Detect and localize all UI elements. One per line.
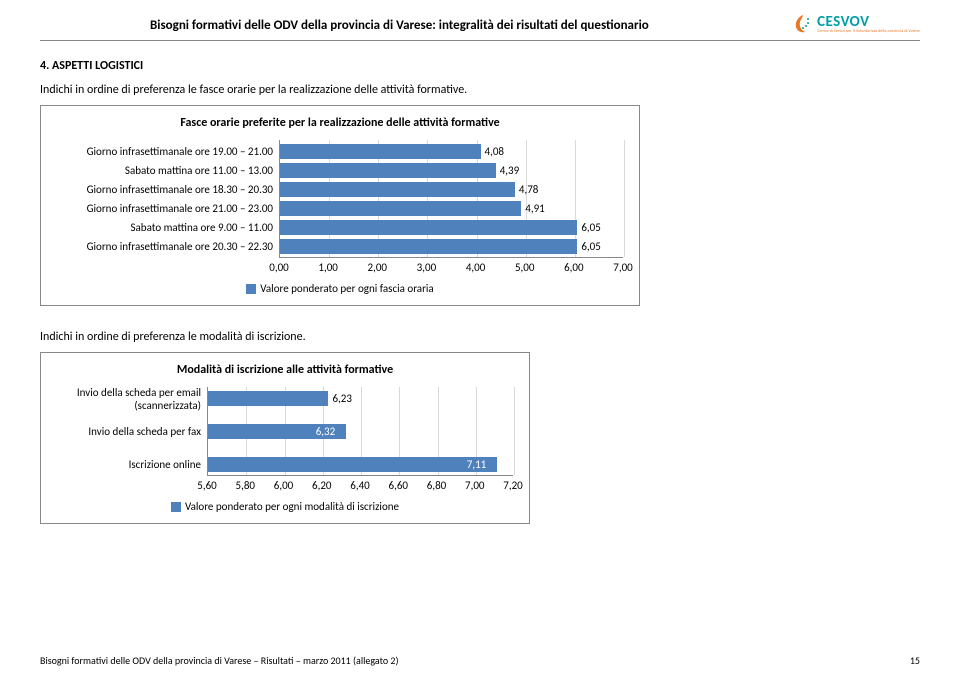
bar (208, 457, 497, 472)
cesvov-icon (793, 14, 813, 34)
x-tick-label: 4,00 (466, 261, 485, 274)
chart1-title: Fasce orarie preferite per la realizzazi… (49, 116, 631, 130)
category-label: Giorno infrasettimanale ore 21.00 – 23.0… (51, 202, 273, 215)
footer-page: 15 (910, 654, 920, 667)
bar-value-label: 6,05 (581, 240, 600, 253)
legend-swatch-icon (171, 502, 181, 512)
chart1-legend: Valore ponderato per ogni fascia oraria (49, 282, 631, 295)
x-tick-label: 2,00 (368, 261, 387, 274)
x-tick-label: 5,00 (515, 261, 534, 274)
para2: Indichi in ordine di preferenza le modal… (40, 330, 920, 344)
category-label: Iscrizione online (51, 458, 201, 471)
chart2-legend-text: Valore ponderato per ogni modalità di is… (185, 500, 399, 513)
bar (280, 201, 521, 216)
bar-value-label: 6,05 (581, 221, 600, 234)
bar-value-label: 7,11 (467, 458, 486, 471)
intro-text: Indichi in ordine di preferenza le fasce… (40, 83, 920, 97)
category-label: Giorno infrasettimanale ore 20.30 – 22.3… (51, 240, 273, 253)
chart2-container: Modalità di iscrizione alle attività for… (40, 352, 530, 524)
bar (280, 163, 496, 178)
header-divider (40, 40, 920, 41)
x-tick-label: 5,60 (197, 479, 216, 492)
x-tick-label: 0,00 (269, 261, 288, 274)
x-tick-label: 6,40 (350, 479, 369, 492)
chart1-container: Fasce orarie preferite per la realizzazi… (40, 105, 640, 306)
bar-value-label: 6,23 (332, 392, 351, 405)
chart2-plot: 6,23 6,32 7,11 5,60 5,80 6,00 6,20 6,40 6,60 6,80… (49, 387, 521, 494)
bar-value-label: 6,32 (316, 425, 335, 438)
bar-value-label: 4,91 (525, 202, 544, 215)
gridline (514, 387, 515, 475)
logo-name: CESVOV (817, 15, 920, 30)
bar (208, 391, 328, 406)
bar-value-label: 4,39 (500, 164, 519, 177)
category-label: Giorno infrasettimanale ore 19.00 – 21.0… (51, 145, 273, 158)
bar (280, 144, 481, 159)
x-tick-label: 6,60 (389, 479, 408, 492)
category-label: Invio della scheda per fax (51, 425, 201, 438)
category-label: Sabato mattina ore 11.00 – 13.00 (51, 164, 273, 177)
category-label: Sabato mattina ore 9.00 – 11.00 (51, 221, 273, 234)
x-tick-label: 6,00 (564, 261, 583, 274)
chart2-legend: Valore ponderato per ogni modalità di is… (49, 500, 521, 513)
bar (280, 182, 515, 197)
x-tick-label: 6,20 (312, 479, 331, 492)
legend-swatch-icon (246, 284, 256, 294)
gridline (624, 140, 625, 257)
x-tick-label: 7,20 (503, 479, 522, 492)
bar (280, 220, 577, 235)
bar-value-label: 4,08 (485, 145, 504, 158)
category-label: Invio della scheda per email(scannerizza… (51, 386, 201, 412)
section-title: 4. ASPETTI LOGISTICI (40, 59, 920, 73)
logo: CESVOV Centro di Servizi per il Volontar… (793, 14, 920, 34)
x-tick-label: 6,00 (274, 479, 293, 492)
category-label: Giorno infrasettimanale ore 18.30 – 20.3… (51, 183, 273, 196)
bar (280, 239, 577, 254)
x-tick-label: 7,00 (465, 479, 484, 492)
logo-sub: Centro di Servizi per il Volontariato de… (817, 30, 920, 34)
x-tick-label: 3,00 (417, 261, 436, 274)
x-tick-label: 7,00 (613, 261, 632, 274)
x-tick-label: 5,80 (236, 479, 255, 492)
doc-title: Bisogni formativi delle ODV della provin… (150, 18, 649, 33)
x-tick-label: 1,00 (318, 261, 337, 274)
bar-value-label: 4,78 (519, 183, 538, 196)
chart1-legend-text: Valore ponderato per ogni fascia oraria (260, 282, 433, 295)
chart1-plot: 4,08 4,394,78 4,91 6,05 6,05 0,00 1,00 2,00 3,00… (49, 140, 631, 276)
chart2-title: Modalità di iscrizione alle attività for… (49, 363, 521, 377)
x-tick-label: 6,80 (427, 479, 446, 492)
footer-text: Bisogni formativi delle ODV della provin… (40, 654, 399, 667)
